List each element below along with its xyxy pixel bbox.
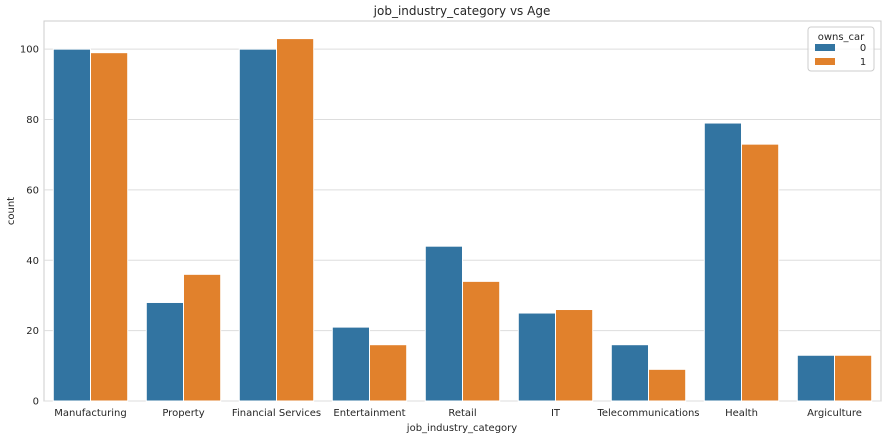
x-tick-labels: Manufacturing Property Financial Services E… xyxy=(54,408,862,419)
y-tick-labels: 0 20 40 60 80 100 xyxy=(20,45,39,408)
legend-label: 1 xyxy=(860,57,866,68)
x-tick-label: IT xyxy=(551,408,561,419)
bar-financial-services-series-1 xyxy=(276,38,315,402)
bar-entertainment-series-0 xyxy=(331,326,370,402)
y-axis-label: count xyxy=(6,197,17,225)
legend-swatch xyxy=(815,44,835,51)
bar-telecommunications-series-1 xyxy=(648,368,687,402)
bars xyxy=(52,38,873,402)
bar-it-series-0 xyxy=(517,312,556,402)
x-tick-label: Entertainment xyxy=(333,408,405,419)
legend-title: owns_car xyxy=(818,32,865,43)
bar-financial-services-series-0 xyxy=(238,48,278,402)
legend-label: 0 xyxy=(860,43,866,54)
chart-title: job_industry_category vs Age xyxy=(373,4,551,18)
bar-health-series-1 xyxy=(741,143,780,402)
bar-argiculture-series-0 xyxy=(796,354,835,402)
x-tick-label: Telecommunications xyxy=(596,408,699,419)
bar-manufacturing-series-1 xyxy=(90,52,129,402)
y-tick-label: 20 xyxy=(26,326,39,337)
bar-property-series-0 xyxy=(145,301,185,402)
x-tick-label: Retail xyxy=(448,408,476,419)
x-tick-label: Argiculture xyxy=(807,408,862,419)
x-tick-label: Health xyxy=(725,408,758,419)
bar-argiculture-series-1 xyxy=(834,354,873,402)
x-axis-label: job_industry_category xyxy=(406,423,517,434)
bar-health-series-0 xyxy=(703,122,742,402)
x-tick-label: Manufacturing xyxy=(54,408,126,419)
legend: owns_car 0 1 xyxy=(807,26,875,72)
bar-manufacturing-series-0 xyxy=(52,48,91,402)
bar-it-series-1 xyxy=(555,309,594,402)
y-tick-label: 0 xyxy=(33,397,39,408)
y-tick-label: 80 xyxy=(26,115,39,126)
x-tick-label: Financial Services xyxy=(232,408,321,419)
bar-property-series-1 xyxy=(183,273,222,402)
y-tick-label: 40 xyxy=(26,256,39,267)
bar-retail-series-0 xyxy=(424,245,463,402)
y-tick-label: 60 xyxy=(26,185,39,196)
y-tick-label: 100 xyxy=(20,45,39,56)
legend-swatch xyxy=(815,58,835,65)
x-tick-label: Property xyxy=(162,408,204,419)
bar-telecommunications-series-0 xyxy=(610,344,649,402)
bar-entertainment-series-1 xyxy=(369,344,408,402)
bar-retail-series-1 xyxy=(462,280,501,402)
